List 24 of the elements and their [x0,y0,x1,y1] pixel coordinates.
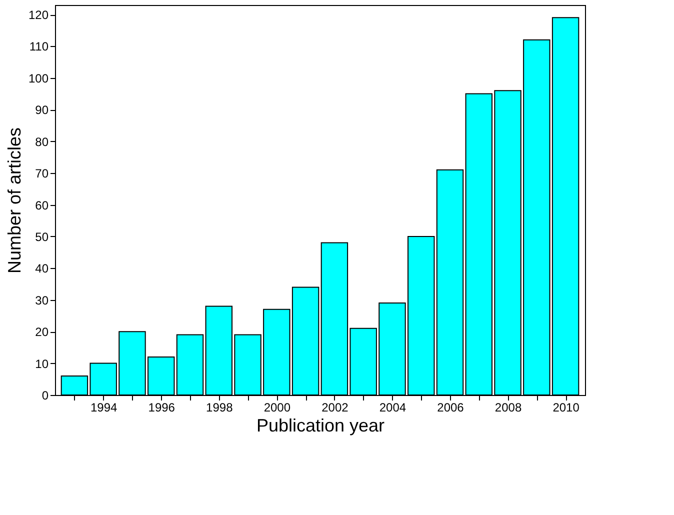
y-tick-label: 90 [35,103,49,118]
x-tick-label: 1994 [90,400,118,414]
x-tick-label: 1996 [148,400,176,414]
x-tick-label: 1998 [206,400,234,414]
x-tick-label: 2002 [322,400,349,414]
x-tick-label: 2006 [437,400,464,414]
y-tick-label: 120 [28,8,49,22]
y-tick-label: 10 [35,356,49,371]
y-tick-label: 50 [35,230,49,244]
y-tick-label: 80 [35,134,49,149]
y-tick-label: 70 [35,166,49,181]
y-tick-label: 40 [35,262,49,276]
y-tick-label: 100 [28,71,49,86]
x-tick-label: 2000 [264,400,291,414]
x-axis-title: Publication year [256,416,385,436]
y-tick-label: 60 [35,198,49,212]
x-tick-label: 2008 [494,400,522,414]
y-axis-title: Number of articles [4,127,24,274]
x-tick-label: 2010 [552,400,580,414]
y-tick-label: 110 [29,40,49,54]
x-tick-label: 2004 [379,400,406,414]
y-tick-label: 30 [35,293,49,308]
y-tick-label: 0 [42,388,49,402]
y-tick-label: 20 [35,325,49,340]
